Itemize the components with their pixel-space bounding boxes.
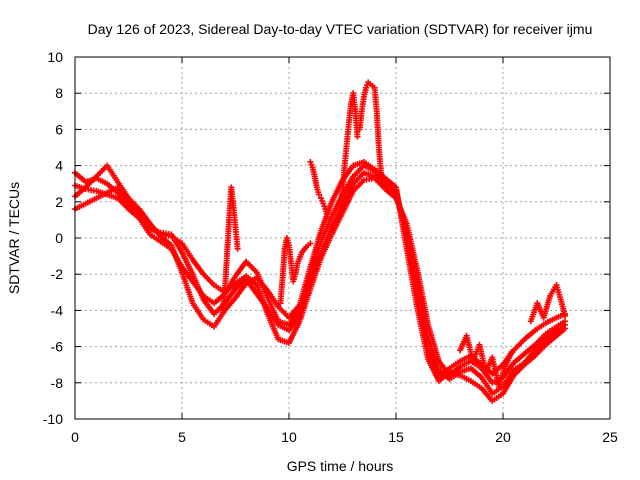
y-tick-label: 4 [55,158,63,174]
series-spike-11h [307,158,331,220]
chart-title: Day 126 of 2023, Sidereal Day-to-day VTE… [88,21,593,37]
series-spike-10h [277,235,314,307]
series-spike-7h [219,184,241,316]
series-track-1 [72,175,569,386]
data-point [307,240,314,247]
y-tick-label: 0 [55,230,63,246]
data-point [354,133,361,140]
data-point [315,191,322,198]
y-tick-label: -10 [43,411,63,427]
series-spike-13h [337,90,361,220]
series-burst-19h [457,332,515,390]
data-point [562,312,569,319]
data-point [380,180,387,187]
data-point [562,325,569,332]
y-tick-label: -4 [51,302,64,318]
y-tick-label: 8 [55,85,63,101]
series-tail-22h [527,282,569,325]
y-tick-label: -2 [51,266,64,282]
series-spike-14h [356,79,387,187]
x-tick-label: 15 [388,429,404,445]
y-tick-label: 10 [47,49,63,65]
x-tick-label: 25 [602,429,618,445]
x-tick-label: 0 [71,429,79,445]
y-tick-label: -6 [51,339,64,355]
axis-ticks [74,56,611,420]
y-tick-label: -8 [51,375,64,391]
y-tick-label: 6 [55,121,63,137]
grid-lines [75,57,610,419]
x-axis-label: GPS time / hours [287,458,394,474]
y-tick-label: 2 [55,194,63,210]
tick-labels: 0 5 10 15 20 25 -10 -8 -6 -4 -2 0 2 4 6 8 10 [43,49,618,445]
data-point [324,213,331,220]
x-tick-label: 5 [178,429,186,445]
x-tick-label: 10 [281,429,297,445]
data-point [508,349,515,356]
data-point [234,245,241,252]
data-points [72,79,569,404]
x-tick-label: 20 [495,429,511,445]
y-axis-label: SDTVAR / TECUs [6,182,22,294]
